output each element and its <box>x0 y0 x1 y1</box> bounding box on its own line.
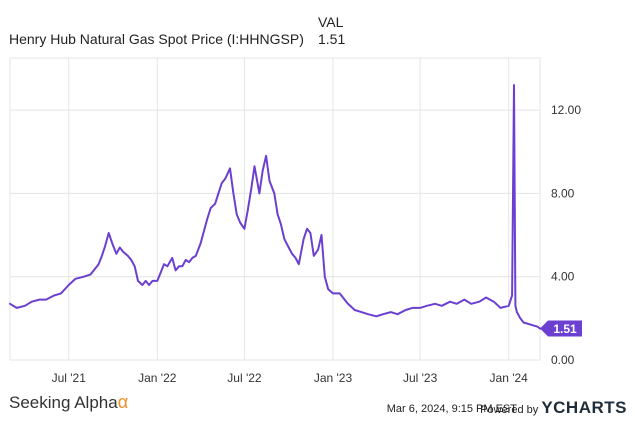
x-tick-label: Jan '23 <box>314 371 353 385</box>
x-tick-label: Jul '23 <box>403 371 438 385</box>
ycharts-logo[interactable]: YCHARTS <box>541 398 627 417</box>
brand-name: Seeking Alpha <box>9 393 118 412</box>
legend-column-header: VAL <box>318 14 344 30</box>
ycharts-wordmark: CHARTS <box>553 398 627 417</box>
x-tick-label: Jan '24 <box>490 371 529 385</box>
alpha-symbol: α <box>117 392 129 412</box>
series-line <box>9 84 541 330</box>
last-value-badge: 1.51 <box>540 320 582 337</box>
plot-frame <box>9 57 541 361</box>
seeking-alpha-logo[interactable]: Seeking Alphaα <box>9 392 128 413</box>
legend-series-name[interactable]: Henry Hub Natural Gas Spot Price (I:HHNG… <box>9 31 304 47</box>
series-layer <box>9 84 541 330</box>
last-value-tag <box>540 320 582 337</box>
y-tick-label: 4.00 <box>551 270 575 284</box>
powered-by-label: Powered by <box>480 404 539 416</box>
y-tick-label: 12.00 <box>551 103 581 117</box>
y-tick-label: 8.00 <box>551 186 575 200</box>
timestamp: Mar 6, 2024, 9:15 PM EST <box>386 403 517 415</box>
ycharts-y: Y <box>541 398 554 417</box>
last-value-label: 1.51 <box>553 322 577 336</box>
legend-series-value: 1.51 <box>318 31 346 47</box>
powered-by[interactable]: Powered by YCHARTS <box>480 398 627 418</box>
axis-ticks: 0.00 4.00 8.00 12.00 Jul '21 Jan '22 Jul '22 Ja… <box>52 103 582 385</box>
x-tick-label: Jul '22 <box>227 371 262 385</box>
y-tick-label: 0.00 <box>551 353 575 367</box>
x-tick-label: Jan '22 <box>138 371 177 385</box>
gridlines <box>9 57 541 361</box>
x-tick-label: Jul '21 <box>52 371 87 385</box>
price-chart[interactable]: 0.00 4.00 8.00 12.00 Jul '21 Jan '22 Jul '22 Ja… <box>0 0 635 390</box>
